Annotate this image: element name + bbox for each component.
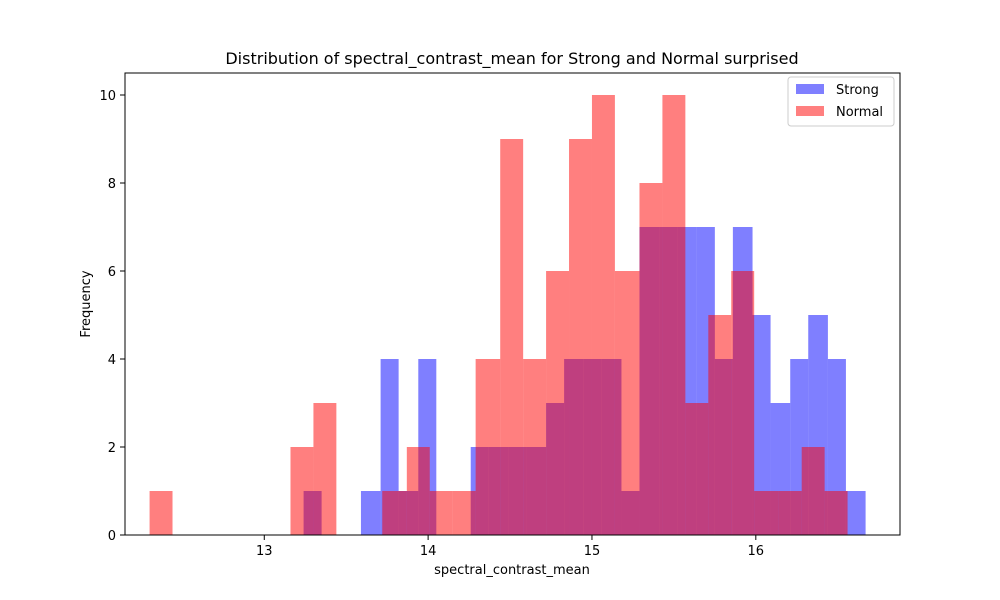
- bar-normal-20: [778, 491, 802, 535]
- bar-strong-20: [752, 315, 771, 535]
- x-tick-label: 14: [420, 544, 437, 559]
- bar-normal-14: [639, 183, 663, 535]
- y-tick-label: 6: [108, 265, 116, 280]
- legend-swatch-normal: [796, 106, 824, 116]
- bar-normal-13: [614, 271, 640, 535]
- bar-normal-18: [731, 271, 755, 535]
- bar-strong-25: [845, 491, 866, 535]
- bar-normal-22: [824, 491, 848, 535]
- bar-normal-16: [685, 403, 709, 535]
- bar-normal-0: [149, 491, 173, 535]
- bar-normal-8: [500, 139, 524, 535]
- bar-normal-1: [290, 447, 314, 535]
- x-tick-label: 13: [256, 544, 273, 559]
- x-axis-title: spectral_contrast_mean: [434, 563, 590, 578]
- bar-normal-2: [313, 403, 337, 535]
- bar-normal-4: [406, 447, 430, 535]
- y-axis-title: Frequency: [79, 270, 94, 337]
- x-tick-label: 15: [584, 544, 601, 559]
- y-tick-label: 10: [99, 89, 116, 104]
- bar-normal-5: [429, 491, 453, 535]
- bar-normal-7: [475, 359, 501, 535]
- bar-normal-11: [569, 139, 592, 535]
- bars-layer: [149, 95, 866, 535]
- legend-swatch-strong: [796, 84, 824, 94]
- chart-title: Distribution of spectral_contrast_mean f…: [225, 49, 798, 69]
- y-tick-label: 4: [108, 353, 116, 368]
- bar-normal-10: [546, 271, 570, 535]
- y-tick-label: 2: [108, 441, 116, 456]
- legend: Strong Normal: [787, 76, 895, 127]
- bar-normal-17: [708, 315, 732, 535]
- bar-normal-12: [591, 95, 615, 535]
- plot-frame: [124, 72, 901, 536]
- bar-normal-6: [452, 491, 476, 535]
- y-tick-label: 8: [108, 177, 116, 192]
- legend-label-normal: Normal: [836, 105, 883, 120]
- bar-strong-1: [360, 491, 381, 535]
- bar-normal-19: [754, 491, 779, 535]
- legend-label-strong: Strong: [836, 83, 879, 98]
- bar-normal-9: [523, 359, 547, 535]
- y-axis: 0 2 4 6 8 10: [99, 89, 125, 544]
- bar-normal-3: [382, 491, 407, 535]
- x-tick-label: 16: [748, 544, 765, 559]
- series-normal: [149, 95, 848, 535]
- bar-normal-15: [662, 95, 686, 535]
- y-tick-label: 0: [108, 529, 116, 544]
- bar-normal-21: [801, 447, 825, 535]
- x-axis: 13 14 15 16: [256, 535, 764, 559]
